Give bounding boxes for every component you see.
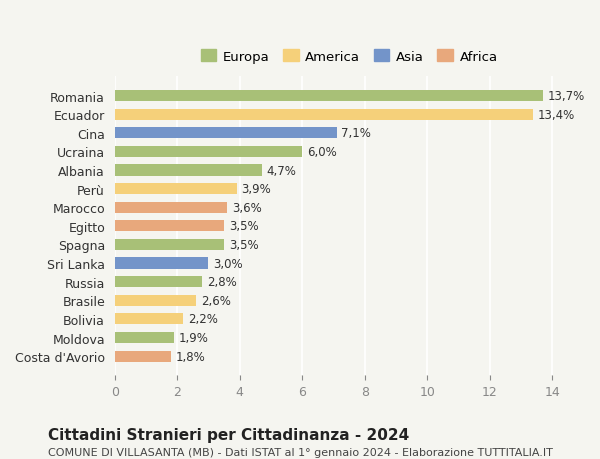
Bar: [115, 128, 337, 139]
Text: 2,6%: 2,6%: [200, 294, 230, 307]
Bar: [115, 146, 302, 158]
Text: 3,9%: 3,9%: [241, 183, 271, 196]
Bar: [115, 351, 171, 362]
Text: 2,8%: 2,8%: [207, 275, 236, 289]
Bar: [115, 258, 208, 269]
Bar: [115, 165, 262, 176]
Text: 3,0%: 3,0%: [213, 257, 243, 270]
Text: 13,4%: 13,4%: [538, 108, 575, 122]
Text: 3,5%: 3,5%: [229, 239, 259, 252]
Bar: [115, 221, 224, 232]
Bar: [115, 109, 533, 121]
Text: 2,2%: 2,2%: [188, 313, 218, 326]
Text: 13,7%: 13,7%: [547, 90, 585, 103]
Text: 3,6%: 3,6%: [232, 202, 262, 214]
Bar: [115, 91, 543, 102]
Text: 1,9%: 1,9%: [179, 331, 209, 344]
Text: 3,5%: 3,5%: [229, 220, 259, 233]
Legend: Europa, America, Asia, Africa: Europa, America, Asia, Africa: [195, 45, 503, 69]
Bar: [115, 239, 224, 251]
Text: 7,1%: 7,1%: [341, 127, 371, 140]
Bar: [115, 313, 184, 325]
Bar: [115, 202, 227, 213]
Bar: [115, 332, 174, 343]
Bar: [115, 184, 236, 195]
Bar: [115, 276, 202, 288]
Bar: [115, 295, 196, 306]
Text: 4,7%: 4,7%: [266, 164, 296, 177]
Text: 1,8%: 1,8%: [176, 350, 205, 363]
Text: COMUNE DI VILLASANTA (MB) - Dati ISTAT al 1° gennaio 2024 - Elaborazione TUTTITA: COMUNE DI VILLASANTA (MB) - Dati ISTAT a…: [48, 448, 553, 458]
Text: Cittadini Stranieri per Cittadinanza - 2024: Cittadini Stranieri per Cittadinanza - 2…: [48, 427, 409, 442]
Text: 6,0%: 6,0%: [307, 146, 337, 159]
